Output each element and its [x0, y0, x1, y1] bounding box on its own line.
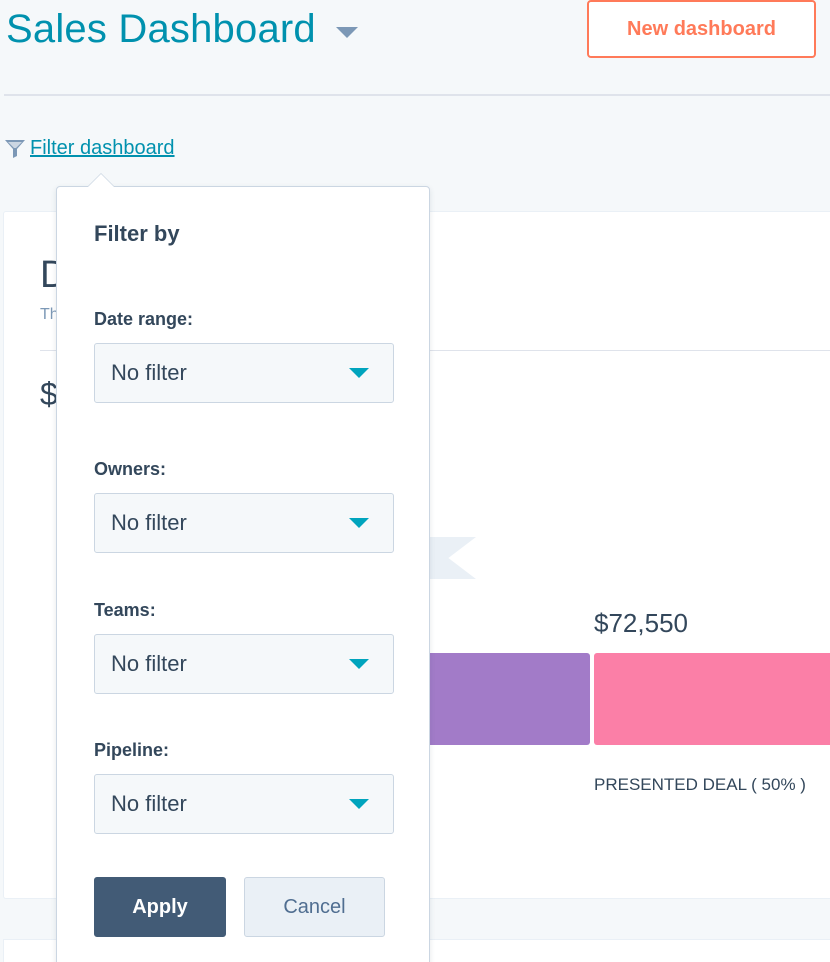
report-subtitle: Th: [40, 306, 59, 323]
date-range-label: Date range:: [94, 309, 194, 329]
date-range-select[interactable]: No filter: [94, 343, 394, 403]
teams-select[interactable]: No filter: [94, 634, 394, 694]
apply-button[interactable]: Apply: [94, 877, 226, 937]
cancel-button[interactable]: Cancel: [244, 877, 385, 937]
owners-label: Owners:: [94, 459, 167, 479]
caret-down-icon: [349, 518, 369, 528]
pipeline-select[interactable]: No filter: [94, 774, 394, 834]
filter-popover: Filter by Date range: No filter Owners: …: [56, 173, 430, 962]
caret-down-icon: [349, 368, 369, 378]
filter-dashboard-label[interactable]: Filter dashboard: [30, 137, 175, 159]
stage-label: PRESENTED DEAL ( 50% ): [594, 775, 806, 795]
funnel-icon: [5, 139, 25, 158]
teams-label: Teams:: [94, 600, 156, 620]
caret-down-icon: [349, 659, 369, 669]
date-range-value: No filter: [111, 360, 187, 385]
stage-bar-pink[interactable]: [594, 653, 830, 745]
header-divider: [4, 94, 830, 96]
bar-value-label: $72,550: [594, 608, 688, 638]
page-title: Sales Dashboard: [6, 7, 316, 51]
owners-value: No filter: [111, 510, 187, 535]
dashboard-switcher[interactable]: Sales Dashboard: [6, 4, 358, 54]
filter-heading: Filter by: [94, 221, 180, 246]
filter-dashboard-link[interactable]: Filter dashboard: [4, 137, 175, 160]
pipeline-label: Pipeline:: [94, 740, 170, 760]
popover-arrow: [87, 173, 115, 187]
stage-label-name: PRESENTED DEAL: [594, 775, 747, 794]
teams-value: No filter: [111, 651, 187, 676]
report-divider: [40, 350, 830, 351]
caret-down-icon[interactable]: [335, 26, 358, 38]
pipeline-value: No filter: [111, 791, 187, 816]
owners-select[interactable]: No filter: [94, 493, 394, 553]
new-dashboard-button[interactable]: New dashboard: [587, 0, 816, 58]
report-total: $: [40, 376, 58, 412]
stage-label-pct: ( 50% ): [751, 775, 806, 794]
caret-down-icon: [349, 799, 369, 809]
